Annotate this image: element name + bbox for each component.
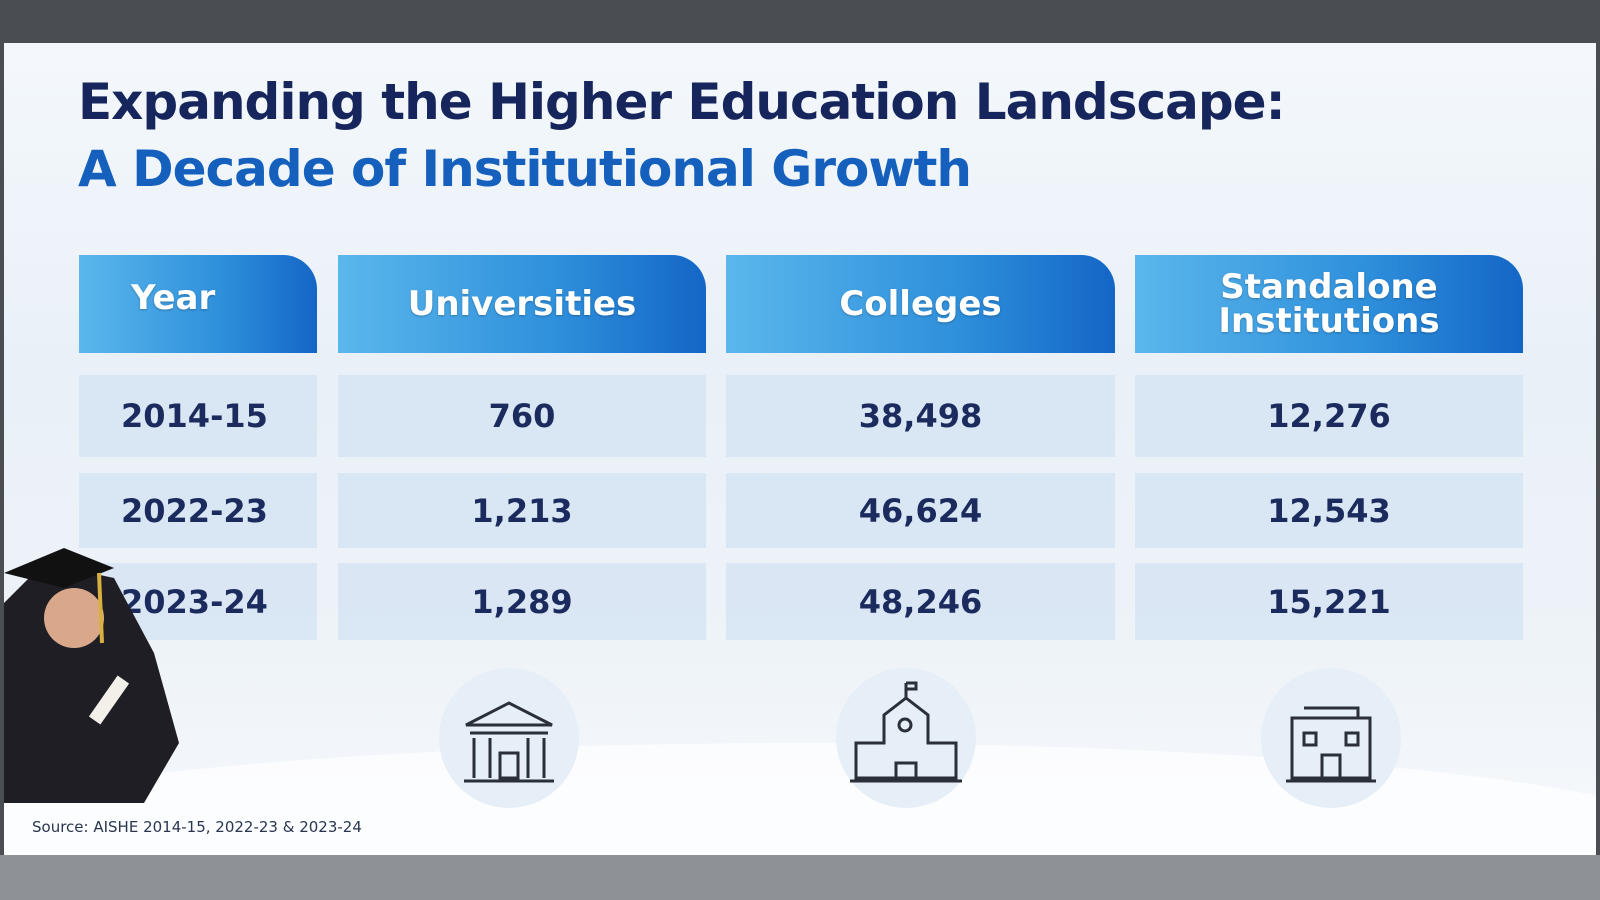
column-header: Year: [79, 255, 317, 353]
subtitle: A Decade of Institutional Growth: [78, 140, 972, 198]
table-cell: 46,624: [726, 473, 1115, 548]
column-header: Standalone Institutions: [1135, 255, 1523, 353]
table-cell: 2022-23: [79, 473, 317, 548]
column-header: Universities: [338, 255, 706, 353]
table-cell: 12,543: [1135, 473, 1523, 548]
table-cell: 2014-15: [79, 375, 317, 457]
bottom-bar: [0, 855, 1600, 900]
table-cell: 2023-24: [79, 563, 317, 640]
table-cell: 38,498: [726, 375, 1115, 457]
table-cell: 12,276: [1135, 375, 1523, 457]
title: Expanding the Higher Education Landscape…: [78, 73, 1286, 131]
table-cell: 1,289: [338, 563, 706, 640]
table-cell: 48,246: [726, 563, 1115, 640]
table-cell: 760: [338, 375, 706, 457]
background-wave: [4, 743, 1596, 855]
column-header: Colleges: [726, 255, 1115, 353]
table-cell: 15,221: [1135, 563, 1523, 640]
table-cell: 1,213: [338, 473, 706, 548]
source-note: Source: AISHE 2014-15, 2022-23 & 2023-24: [32, 818, 362, 836]
slide: Expanding the Higher Education Landscape…: [4, 43, 1596, 855]
